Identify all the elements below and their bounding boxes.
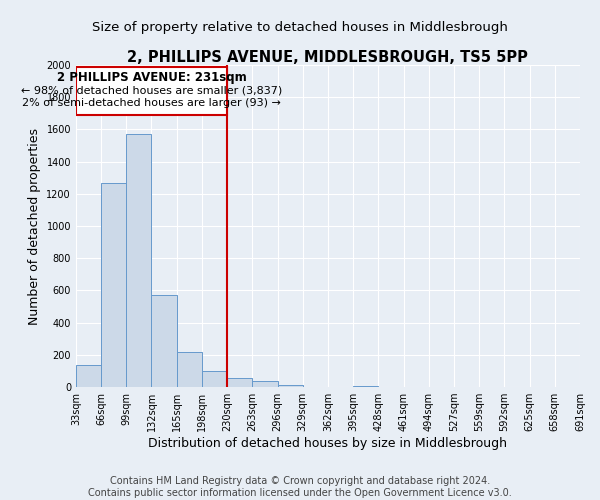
Text: Size of property relative to detached houses in Middlesbrough: Size of property relative to detached ho… xyxy=(92,21,508,34)
Bar xyxy=(202,371,227,387)
X-axis label: Distribution of detached houses by size in Middlesbrough: Distribution of detached houses by size … xyxy=(148,437,508,450)
Bar xyxy=(76,66,227,115)
Title: 2, PHILLIPS AVENUE, MIDDLESBROUGH, TS5 5PP: 2, PHILLIPS AVENUE, MIDDLESBROUGH, TS5 5… xyxy=(127,50,529,65)
Bar xyxy=(227,378,253,387)
Bar xyxy=(151,296,176,387)
Bar xyxy=(76,364,101,387)
Bar xyxy=(126,134,151,387)
Bar xyxy=(353,386,379,387)
Bar xyxy=(176,352,202,387)
Text: Contains HM Land Registry data © Crown copyright and database right 2024.
Contai: Contains HM Land Registry data © Crown c… xyxy=(88,476,512,498)
Bar xyxy=(101,182,126,387)
Text: 2% of semi-detached houses are larger (93) →: 2% of semi-detached houses are larger (9… xyxy=(22,98,281,108)
Bar xyxy=(278,386,303,387)
Text: 2 PHILLIPS AVENUE: 231sqm: 2 PHILLIPS AVENUE: 231sqm xyxy=(56,72,247,85)
Text: ← 98% of detached houses are smaller (3,837): ← 98% of detached houses are smaller (3,… xyxy=(21,85,282,95)
Bar xyxy=(253,382,278,387)
Y-axis label: Number of detached properties: Number of detached properties xyxy=(28,128,41,324)
